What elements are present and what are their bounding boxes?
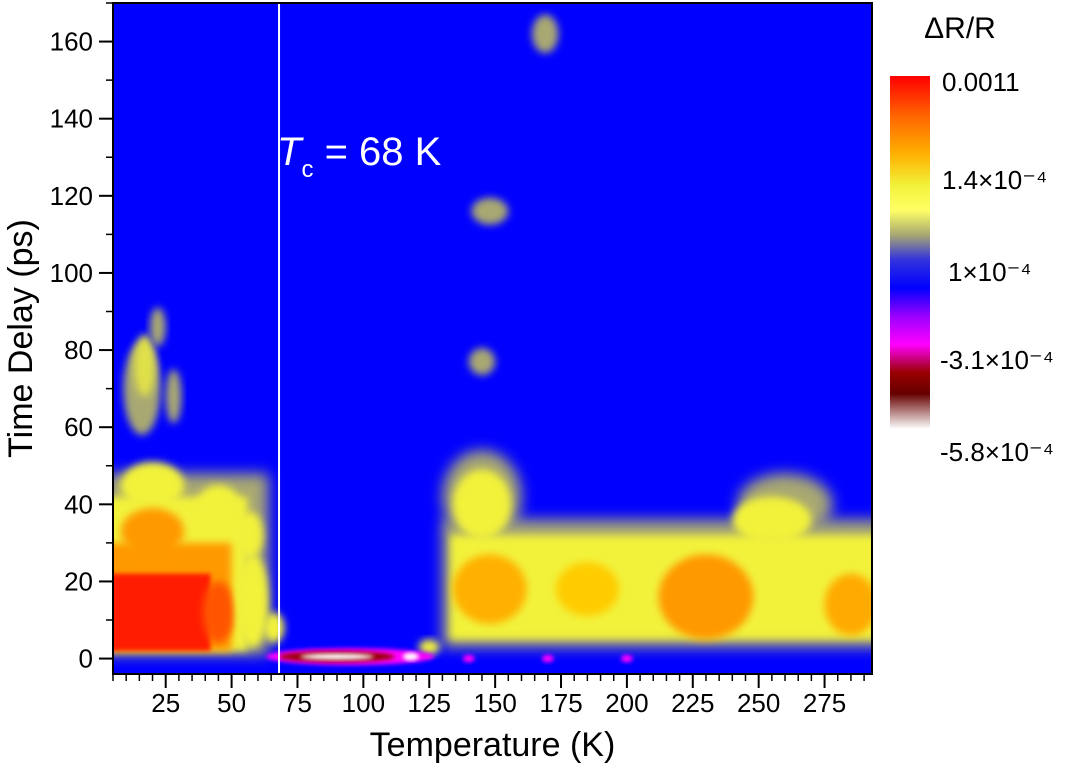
y-tick-label: 80 xyxy=(64,335,93,365)
y-tick-label: 140 xyxy=(50,104,93,134)
heat-blob xyxy=(120,508,185,555)
y-tick-label: 60 xyxy=(64,412,93,442)
colorbar-label: -5.8×10⁻⁴ xyxy=(940,437,1054,467)
heat-region-low-t-red xyxy=(113,573,211,651)
heatmap-fill xyxy=(113,14,872,666)
heat-blob xyxy=(236,512,264,559)
heat-blob-upper xyxy=(134,334,156,397)
x-tick-label: 125 xyxy=(408,688,451,718)
heat-blob-upper xyxy=(149,307,166,347)
y-axis-label: Time Delay (ps) xyxy=(2,219,40,458)
x-tick-label: 275 xyxy=(803,688,846,718)
heat-weak-spot xyxy=(471,197,509,225)
colorbar-label: 0.0011 xyxy=(942,67,1020,97)
colorbar-gradient xyxy=(890,76,930,429)
heat-negative-spot xyxy=(542,654,554,663)
heat-blob xyxy=(732,496,812,543)
heat-blob xyxy=(120,461,185,509)
x-tick-label: 25 xyxy=(151,688,180,718)
heat-blob xyxy=(263,612,285,644)
x-tick-label: 175 xyxy=(539,688,582,718)
heat-weak-spot xyxy=(468,348,496,376)
x-tick-label: 100 xyxy=(342,688,385,718)
colorbar-labels: 0.0011 1.4×10⁻⁴ 1×10⁻⁴ -3.1×10⁻⁴ -5.8×10⁻⁴ xyxy=(940,67,1054,467)
colorbar: ΔR/R 0.0011 1.4×10⁻⁴ 1×10⁻⁴ -3.1×10⁻⁴ -5.8×1… xyxy=(890,12,1054,467)
plot-frame xyxy=(112,2,873,675)
x-tick-label: 150 xyxy=(473,688,516,718)
heat-blob xyxy=(452,469,511,540)
y-tick-label: 0 xyxy=(79,644,93,674)
tc-annotation: Tc = 68 K xyxy=(277,130,442,183)
tc-symbol: T xyxy=(277,130,304,174)
y-tick-label: 160 xyxy=(50,27,93,57)
heat-negative-white xyxy=(300,653,374,660)
heat-negative-white xyxy=(402,652,419,661)
y-tick-label: 100 xyxy=(50,258,93,288)
y-tick-label: 20 xyxy=(64,566,93,596)
heat-blob xyxy=(418,639,440,655)
heat-negative-spot xyxy=(621,654,633,663)
colorbar-title: ΔR/R xyxy=(924,12,996,45)
heat-weak-spot xyxy=(532,14,559,54)
heat-blob xyxy=(202,581,235,644)
heat-blob-orange xyxy=(658,554,754,640)
colorbar-label: -3.1×10⁻⁴ xyxy=(940,345,1054,375)
tc-value: = 68 K xyxy=(313,130,441,174)
tc-subscript: c xyxy=(301,156,313,183)
y-tick-label: 120 xyxy=(50,181,93,211)
plot-area xyxy=(112,2,873,675)
x-axis: 25 50 75 100 125 150 175 200 225 250 275 xyxy=(112,674,865,718)
colorbar-label: 1×10⁻⁴ xyxy=(948,257,1031,287)
heat-blob-orange xyxy=(824,573,872,636)
heat-blob xyxy=(236,554,269,648)
x-tick-label: 250 xyxy=(737,688,780,718)
x-tick-label: 50 xyxy=(217,688,246,718)
heat-blob xyxy=(197,485,240,524)
x-axis-label: Temperature (K) xyxy=(370,726,616,764)
x-tick-label: 75 xyxy=(283,688,312,718)
x-tick-label: 200 xyxy=(605,688,648,718)
x-tick-label: 225 xyxy=(671,688,714,718)
y-tick-label: 40 xyxy=(64,489,93,519)
heat-blob-orange xyxy=(452,554,527,624)
heat-blob-upper xyxy=(165,369,182,424)
heat-negative-spot xyxy=(462,654,475,663)
y-axis: 0 20 40 60 80 100 120 140 160 xyxy=(50,2,113,674)
heat-blob-orange xyxy=(555,562,619,617)
colorbar-label: 1.4×10⁻⁴ xyxy=(942,165,1047,195)
